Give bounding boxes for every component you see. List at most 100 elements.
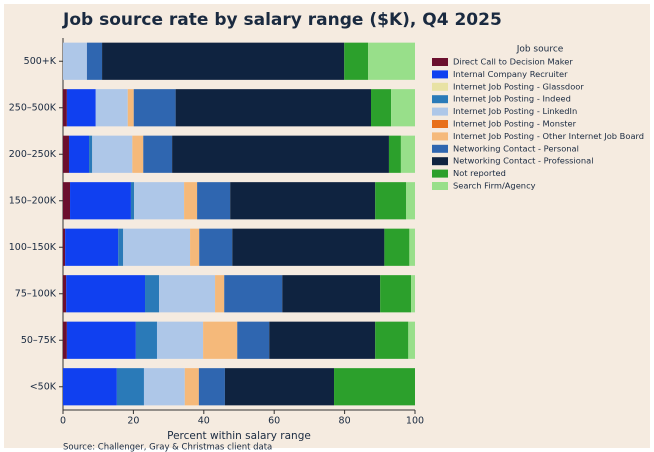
bar-segment: [66, 321, 136, 359]
bar-segment: [65, 228, 119, 266]
bar-segment: [156, 321, 204, 359]
x-tick-label: 100: [406, 416, 424, 427]
y-tick-label: 75–100K: [15, 288, 57, 299]
bar-segment: [230, 182, 376, 220]
legend-label: Internet Job Posting - Glassdoor: [453, 81, 584, 91]
legend-swatch: [432, 157, 448, 166]
legend-label: Internet Job Posting - LinkedIn: [453, 106, 577, 116]
y-tick-label: 100–150K: [9, 242, 57, 253]
bar-segment: [172, 135, 389, 173]
x-tick-label: 0: [60, 416, 66, 427]
bar-segment: [375, 321, 409, 359]
bar-segment: [159, 275, 216, 313]
bar-segment: [63, 275, 67, 313]
bar-segment: [215, 275, 225, 313]
y-tick-label: 50–75K: [21, 335, 57, 346]
bar-segment: [89, 135, 93, 173]
bar-segment: [63, 135, 69, 173]
bar-segment: [70, 182, 131, 220]
bar-segment: [224, 368, 335, 406]
legend-swatch: [432, 82, 448, 91]
legend-title: Job source: [516, 45, 564, 55]
bar-segment: [391, 89, 415, 127]
bar-segment: [118, 228, 124, 266]
bar-segment: [371, 89, 392, 127]
bar-segment: [63, 368, 117, 406]
y-tick-label: 500+K: [24, 56, 57, 67]
bar-segment: [400, 135, 415, 173]
y-tick-label: 250–500K: [9, 102, 57, 113]
bar-segment: [368, 42, 415, 80]
bar-segment: [132, 135, 144, 173]
bar-segment: [199, 228, 233, 266]
bar-segment: [282, 275, 381, 313]
x-tick-label: 80: [339, 416, 351, 427]
x-tick-label: 40: [198, 416, 210, 427]
bar-segment: [92, 135, 133, 173]
bar-segment: [127, 89, 134, 127]
bar-segment: [190, 228, 200, 266]
y-tick-label: 200–250K: [9, 149, 57, 160]
legend-label: Internet Job Posting - Monster: [453, 119, 577, 129]
bar-segment: [344, 42, 369, 80]
bar-segment: [95, 89, 128, 127]
legend-label: Search Firm/Agency: [453, 181, 536, 191]
legend-label: Direct Call to Decision Maker: [453, 57, 573, 67]
legend-label: Internet Job Posting - Other Internet Jo…: [453, 131, 644, 141]
bar-segment: [334, 368, 415, 406]
bar-segment: [184, 368, 199, 406]
legend-label: Internet Job Posting - Indeed: [453, 94, 571, 104]
legend-label: Networking Contact - Professional: [453, 156, 594, 166]
legend-swatch: [432, 182, 448, 190]
bar-segment: [224, 275, 283, 313]
legend-label: Not reported: [453, 168, 506, 178]
x-tick-label: 60: [268, 416, 280, 427]
x-tick-label: 20: [127, 416, 139, 427]
legend-swatch: [432, 120, 448, 128]
bar-segment: [409, 228, 415, 266]
bar-segment: [86, 42, 103, 80]
bar-segment: [408, 321, 415, 359]
bar-segment: [388, 135, 401, 173]
bar-segment: [175, 89, 371, 127]
bar-segment: [130, 182, 135, 220]
chart-title: Job source rate by salary range ($K), Q4…: [62, 10, 502, 30]
bar-segment: [63, 89, 67, 127]
legend-swatch: [432, 144, 448, 153]
legend-swatch: [432, 169, 448, 178]
bar-segment: [102, 42, 345, 80]
bar-segment: [133, 89, 176, 127]
bar-segment: [232, 228, 385, 266]
bar-segment: [134, 182, 185, 220]
bar-segment: [384, 228, 410, 266]
bar-segment: [63, 228, 66, 266]
bar-segment: [380, 275, 412, 313]
y-tick-label: <50K: [30, 381, 57, 392]
legend-label: Internal Company Recruiter: [453, 69, 568, 79]
bar-segment: [375, 182, 407, 220]
bar-segment: [406, 182, 415, 220]
legend-swatch: [432, 95, 448, 104]
bar-segment: [237, 321, 270, 359]
bar-segment: [411, 275, 415, 313]
source-note: Source: Challenger, Gray & Christmas cli…: [63, 443, 272, 452]
y-tick-label: 150–200K: [9, 195, 57, 206]
x-axis-label: Percent within salary range: [167, 430, 311, 442]
legend-swatch: [432, 107, 448, 116]
bar-segment: [66, 89, 96, 127]
bar-segment: [197, 182, 231, 220]
bar-segment: [269, 321, 376, 359]
bar-segment: [63, 182, 71, 220]
bar-segment: [203, 321, 238, 359]
bar-segment: [143, 368, 185, 406]
legend-label: Networking Contact - Personal: [453, 143, 579, 153]
bar-segment: [66, 275, 146, 313]
legend-swatch: [432, 70, 448, 79]
legend-swatch: [432, 58, 448, 66]
bar-segment: [123, 228, 191, 266]
bar-segment: [63, 321, 67, 359]
bar-segment: [63, 42, 87, 80]
legend-swatch: [432, 132, 448, 141]
bar-segment: [135, 321, 157, 359]
